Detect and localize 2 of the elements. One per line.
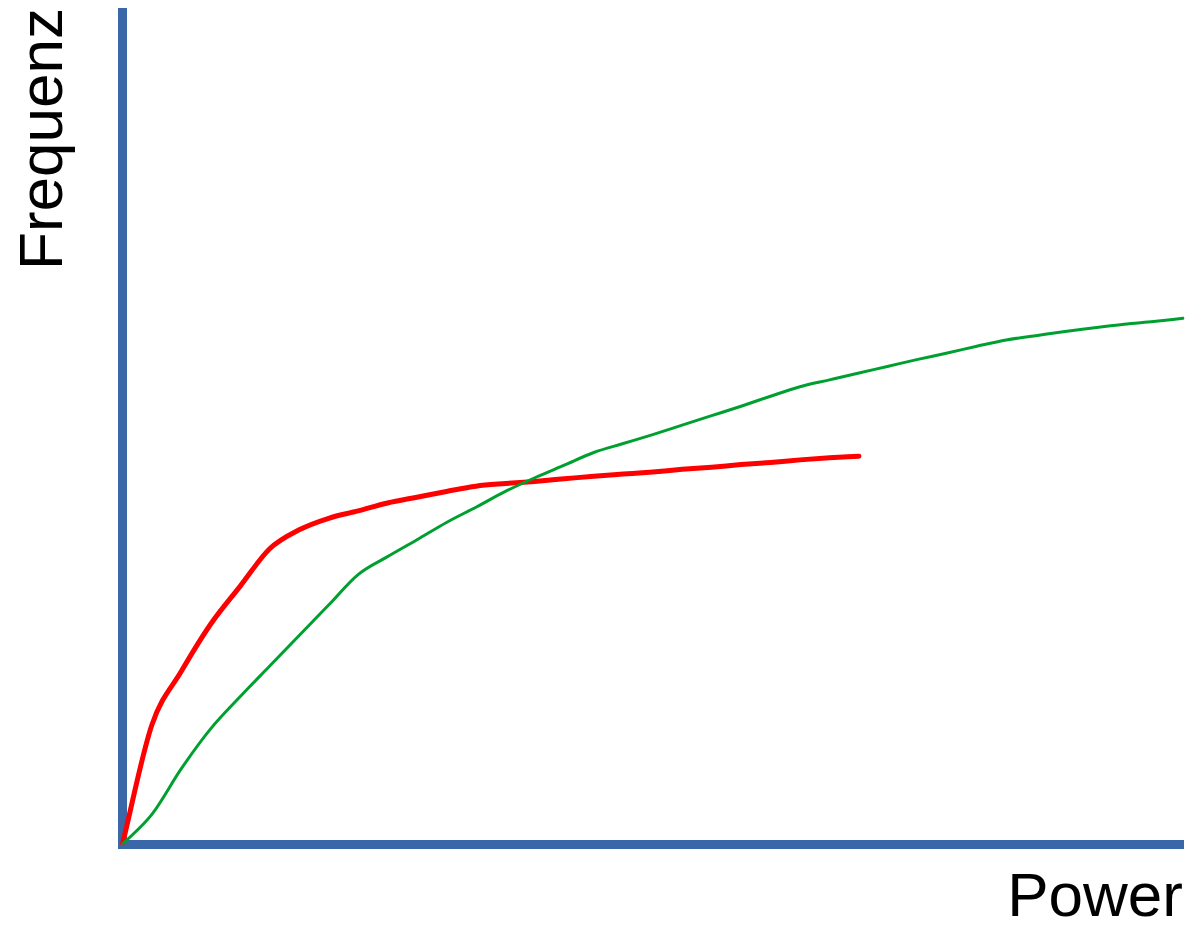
x-axis-title: Power <box>1007 859 1183 929</box>
y-axis-title: Frequenz <box>6 8 76 270</box>
